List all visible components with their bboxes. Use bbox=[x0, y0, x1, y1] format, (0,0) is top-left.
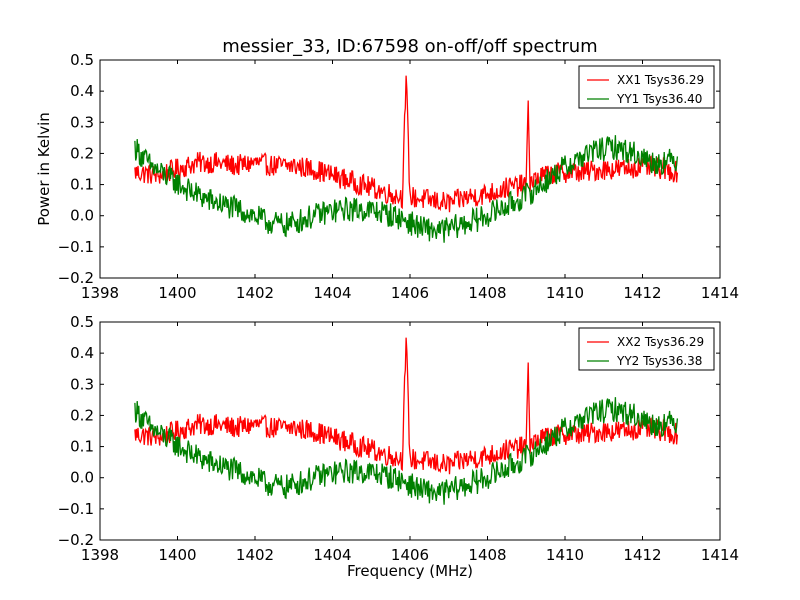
y-axis-label: Power in Kelvin bbox=[35, 112, 53, 226]
series-line-yy1 bbox=[134, 135, 679, 243]
x-tick-label: 1408 bbox=[468, 546, 506, 564]
legend-box bbox=[578, 327, 715, 371]
x-tick-label: 1404 bbox=[313, 546, 351, 564]
x-tick-label: 1398 bbox=[81, 284, 119, 302]
y-tick-label: −0.2 bbox=[58, 269, 94, 287]
legend-entry: XX1 Tsys36.29 bbox=[617, 73, 704, 87]
y-tick-label: 0.4 bbox=[70, 344, 94, 362]
x-tick-label: 1398 bbox=[81, 546, 119, 564]
x-tick-label: 1402 bbox=[236, 546, 274, 564]
figure-title: messier_33, ID:67598 on-off/off spectrum bbox=[222, 36, 597, 57]
y-tick-label: 0.4 bbox=[70, 82, 94, 100]
y-tick-label: 0.1 bbox=[70, 176, 94, 194]
y-tick-label: −0.1 bbox=[58, 500, 94, 518]
legend-entry: YY2 Tsys36.38 bbox=[616, 354, 702, 368]
x-tick-label: 1406 bbox=[391, 546, 429, 564]
y-tick-label: −0.2 bbox=[58, 531, 94, 549]
chart-panel-1: 1398 1400 1402 1404 1406 1408 1410 1412 1414 −0.2… bbox=[35, 51, 739, 302]
y-tick-label: −0.1 bbox=[58, 238, 94, 256]
y-tick-label: 0.5 bbox=[70, 313, 94, 331]
x-tick-label: 1400 bbox=[158, 546, 196, 564]
legend-box bbox=[578, 65, 715, 109]
x-tick-label: 1402 bbox=[236, 284, 274, 302]
x-tick-label: 1408 bbox=[468, 284, 506, 302]
y-tick-label: 0.2 bbox=[70, 144, 94, 162]
panels: 1398 1400 1402 1404 1406 1408 1410 1412 1414 −0.2… bbox=[35, 51, 739, 580]
y-tick-label: 0.3 bbox=[70, 375, 94, 393]
x-tick-label: 1412 bbox=[623, 546, 661, 564]
legend: XX1 Tsys36.29 YY1 Tsys36.40 bbox=[578, 65, 715, 109]
x-axis-label: Frequency (MHz) bbox=[347, 562, 473, 580]
series-line-xx1 bbox=[134, 75, 679, 213]
legend-entry: YY1 Tsys36.40 bbox=[616, 92, 702, 106]
x-tick-label: 1412 bbox=[623, 284, 661, 302]
y-tick-label: 0.5 bbox=[70, 51, 94, 69]
x-tick-label: 1404 bbox=[313, 284, 351, 302]
y-tick-label: 0.3 bbox=[70, 113, 94, 131]
legend: XX2 Tsys36.29 YY2 Tsys36.38 bbox=[578, 327, 715, 371]
y-tick-label: 0.2 bbox=[70, 406, 94, 424]
x-tick-label: 1414 bbox=[701, 546, 739, 564]
y-tick-label: 0.0 bbox=[70, 469, 94, 487]
y-tick-label: 0.1 bbox=[70, 438, 94, 456]
x-tick-label: 1400 bbox=[158, 284, 196, 302]
x-tick-label: 1406 bbox=[391, 284, 429, 302]
legend-entry: XX2 Tsys36.29 bbox=[617, 335, 704, 349]
series-line-yy2 bbox=[134, 397, 679, 505]
x-tick-label: 1410 bbox=[546, 284, 584, 302]
x-tick-label: 1410 bbox=[546, 546, 584, 564]
y-tick-label: 0.0 bbox=[70, 207, 94, 225]
x-tick-label: 1414 bbox=[701, 284, 739, 302]
series-line-xx2 bbox=[134, 337, 679, 475]
chart-panel-2: 1398 1400 1402 1404 1406 1408 1410 1412 1414 −0.2… bbox=[58, 313, 740, 580]
